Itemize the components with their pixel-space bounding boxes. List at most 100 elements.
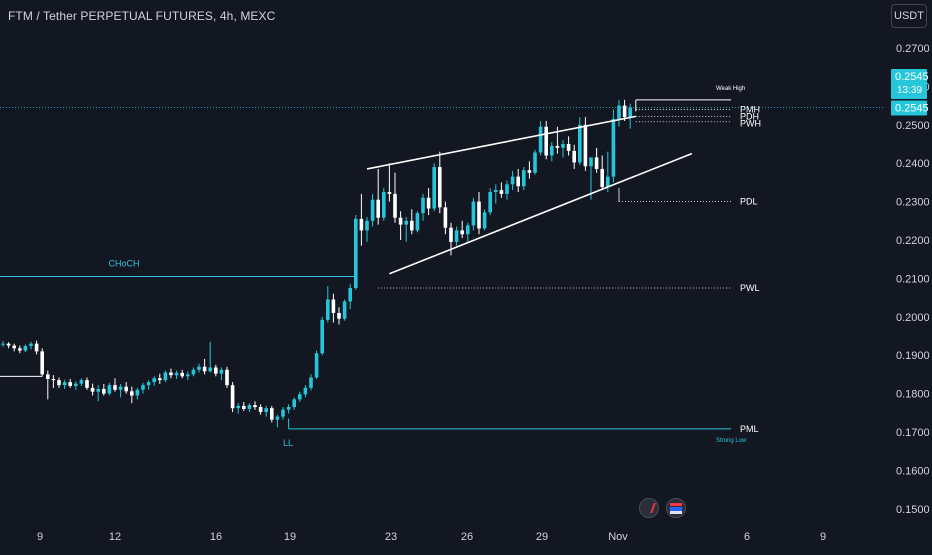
candle — [169, 368, 173, 379]
candle — [118, 384, 123, 398]
candle-body — [29, 343, 33, 346]
candle — [107, 382, 112, 396]
price-tick-label: 0.1700 — [896, 427, 930, 439]
candle-body — [163, 372, 168, 381]
candle-body — [18, 348, 22, 351]
candle — [600, 155, 604, 191]
candle-body — [68, 382, 72, 386]
candle-body — [555, 145, 560, 148]
candle-body — [510, 176, 515, 185]
candle — [527, 161, 532, 179]
candle-body — [247, 405, 252, 409]
candle-body — [309, 377, 313, 388]
candle-body — [589, 157, 593, 167]
candle-body — [376, 199, 380, 218]
candle — [225, 366, 229, 388]
countdown-label: 13:39 — [897, 85, 922, 96]
candle-body — [219, 369, 224, 374]
candle — [286, 404, 291, 414]
candle — [130, 386, 134, 404]
candle — [197, 363, 201, 373]
current-price-badge: 0.2545 13:39 — [891, 69, 929, 99]
candle — [326, 286, 330, 323]
channel-lower-line — [389, 152, 693, 275]
candle-body — [46, 374, 50, 380]
price-tick-label: 0.2000 — [896, 312, 930, 324]
candle-body — [466, 225, 470, 235]
candle — [303, 385, 308, 398]
candle — [191, 367, 196, 377]
candle — [443, 201, 448, 235]
candle — [236, 403, 240, 414]
currency-button[interactable]: USDT — [891, 4, 927, 28]
candle-body — [113, 385, 117, 390]
channel-upper-line — [366, 115, 636, 170]
price-tick-label: 0.2300 — [896, 197, 930, 209]
candle-body — [460, 230, 464, 235]
candle-body — [426, 197, 431, 209]
candle-body — [578, 124, 582, 163]
candle-body — [572, 150, 576, 163]
candle — [90, 383, 95, 396]
pml-label: PML — [740, 424, 759, 434]
time-axis[interactable]: 9 12 16 19 23 26 29 Nov 6 9 — [37, 531, 826, 543]
candle — [499, 182, 504, 198]
flash-news-icon[interactable] — [639, 498, 659, 518]
candle — [180, 369, 184, 379]
candle — [393, 172, 397, 223]
candle-body — [628, 107, 632, 118]
candle-body — [516, 176, 520, 187]
candle-body — [561, 144, 565, 148]
candle — [96, 385, 100, 402]
candle — [68, 379, 72, 388]
candle-body — [12, 345, 16, 349]
candle-body — [337, 312, 341, 319]
candle — [51, 375, 56, 388]
candle-body — [6, 343, 11, 346]
time-tick-label: 9 — [37, 531, 43, 543]
candle-body — [617, 105, 621, 120]
candle-body — [236, 405, 240, 409]
candle — [186, 371, 190, 381]
candle — [113, 378, 117, 392]
candle — [382, 188, 386, 221]
candle-body — [208, 367, 212, 372]
candle — [622, 99, 627, 121]
candle — [208, 341, 212, 373]
candle-body — [118, 386, 123, 390]
time-tick-label: 26 — [461, 531, 473, 543]
candle — [572, 144, 576, 169]
candle-body — [281, 409, 285, 417]
candle-body — [404, 220, 408, 225]
candle — [146, 380, 151, 390]
candle-body — [202, 366, 207, 372]
candle-body — [174, 372, 179, 376]
candle — [331, 293, 336, 323]
price-axis[interactable]: 0.27000.26000.25000.24000.23000.22000.21… — [891, 43, 930, 516]
candle-body — [303, 387, 308, 395]
candle-body — [146, 382, 151, 386]
us-flag-event-icon[interactable] — [666, 498, 686, 518]
last-price-badge: 0.2545 — [891, 100, 929, 116]
candle — [477, 192, 481, 235]
time-tick-label: 16 — [210, 531, 222, 543]
levels-layer — [0, 99, 885, 430]
candle-body — [225, 369, 229, 386]
candle-body — [398, 217, 403, 225]
candle — [410, 209, 414, 235]
time-tick-label: 29 — [536, 531, 548, 543]
candle-body — [314, 353, 319, 378]
candle — [202, 359, 207, 375]
candle-body — [275, 416, 280, 420]
candle-body — [348, 288, 352, 302]
candle-body — [79, 380, 84, 384]
candle-body — [488, 192, 492, 213]
candle — [23, 344, 28, 353]
candle-body — [566, 144, 571, 151]
pdh-label: PDH — [740, 111, 759, 121]
candle-body — [264, 408, 268, 413]
candle-body — [393, 193, 397, 218]
candle-body — [292, 399, 296, 408]
candle — [152, 376, 156, 386]
